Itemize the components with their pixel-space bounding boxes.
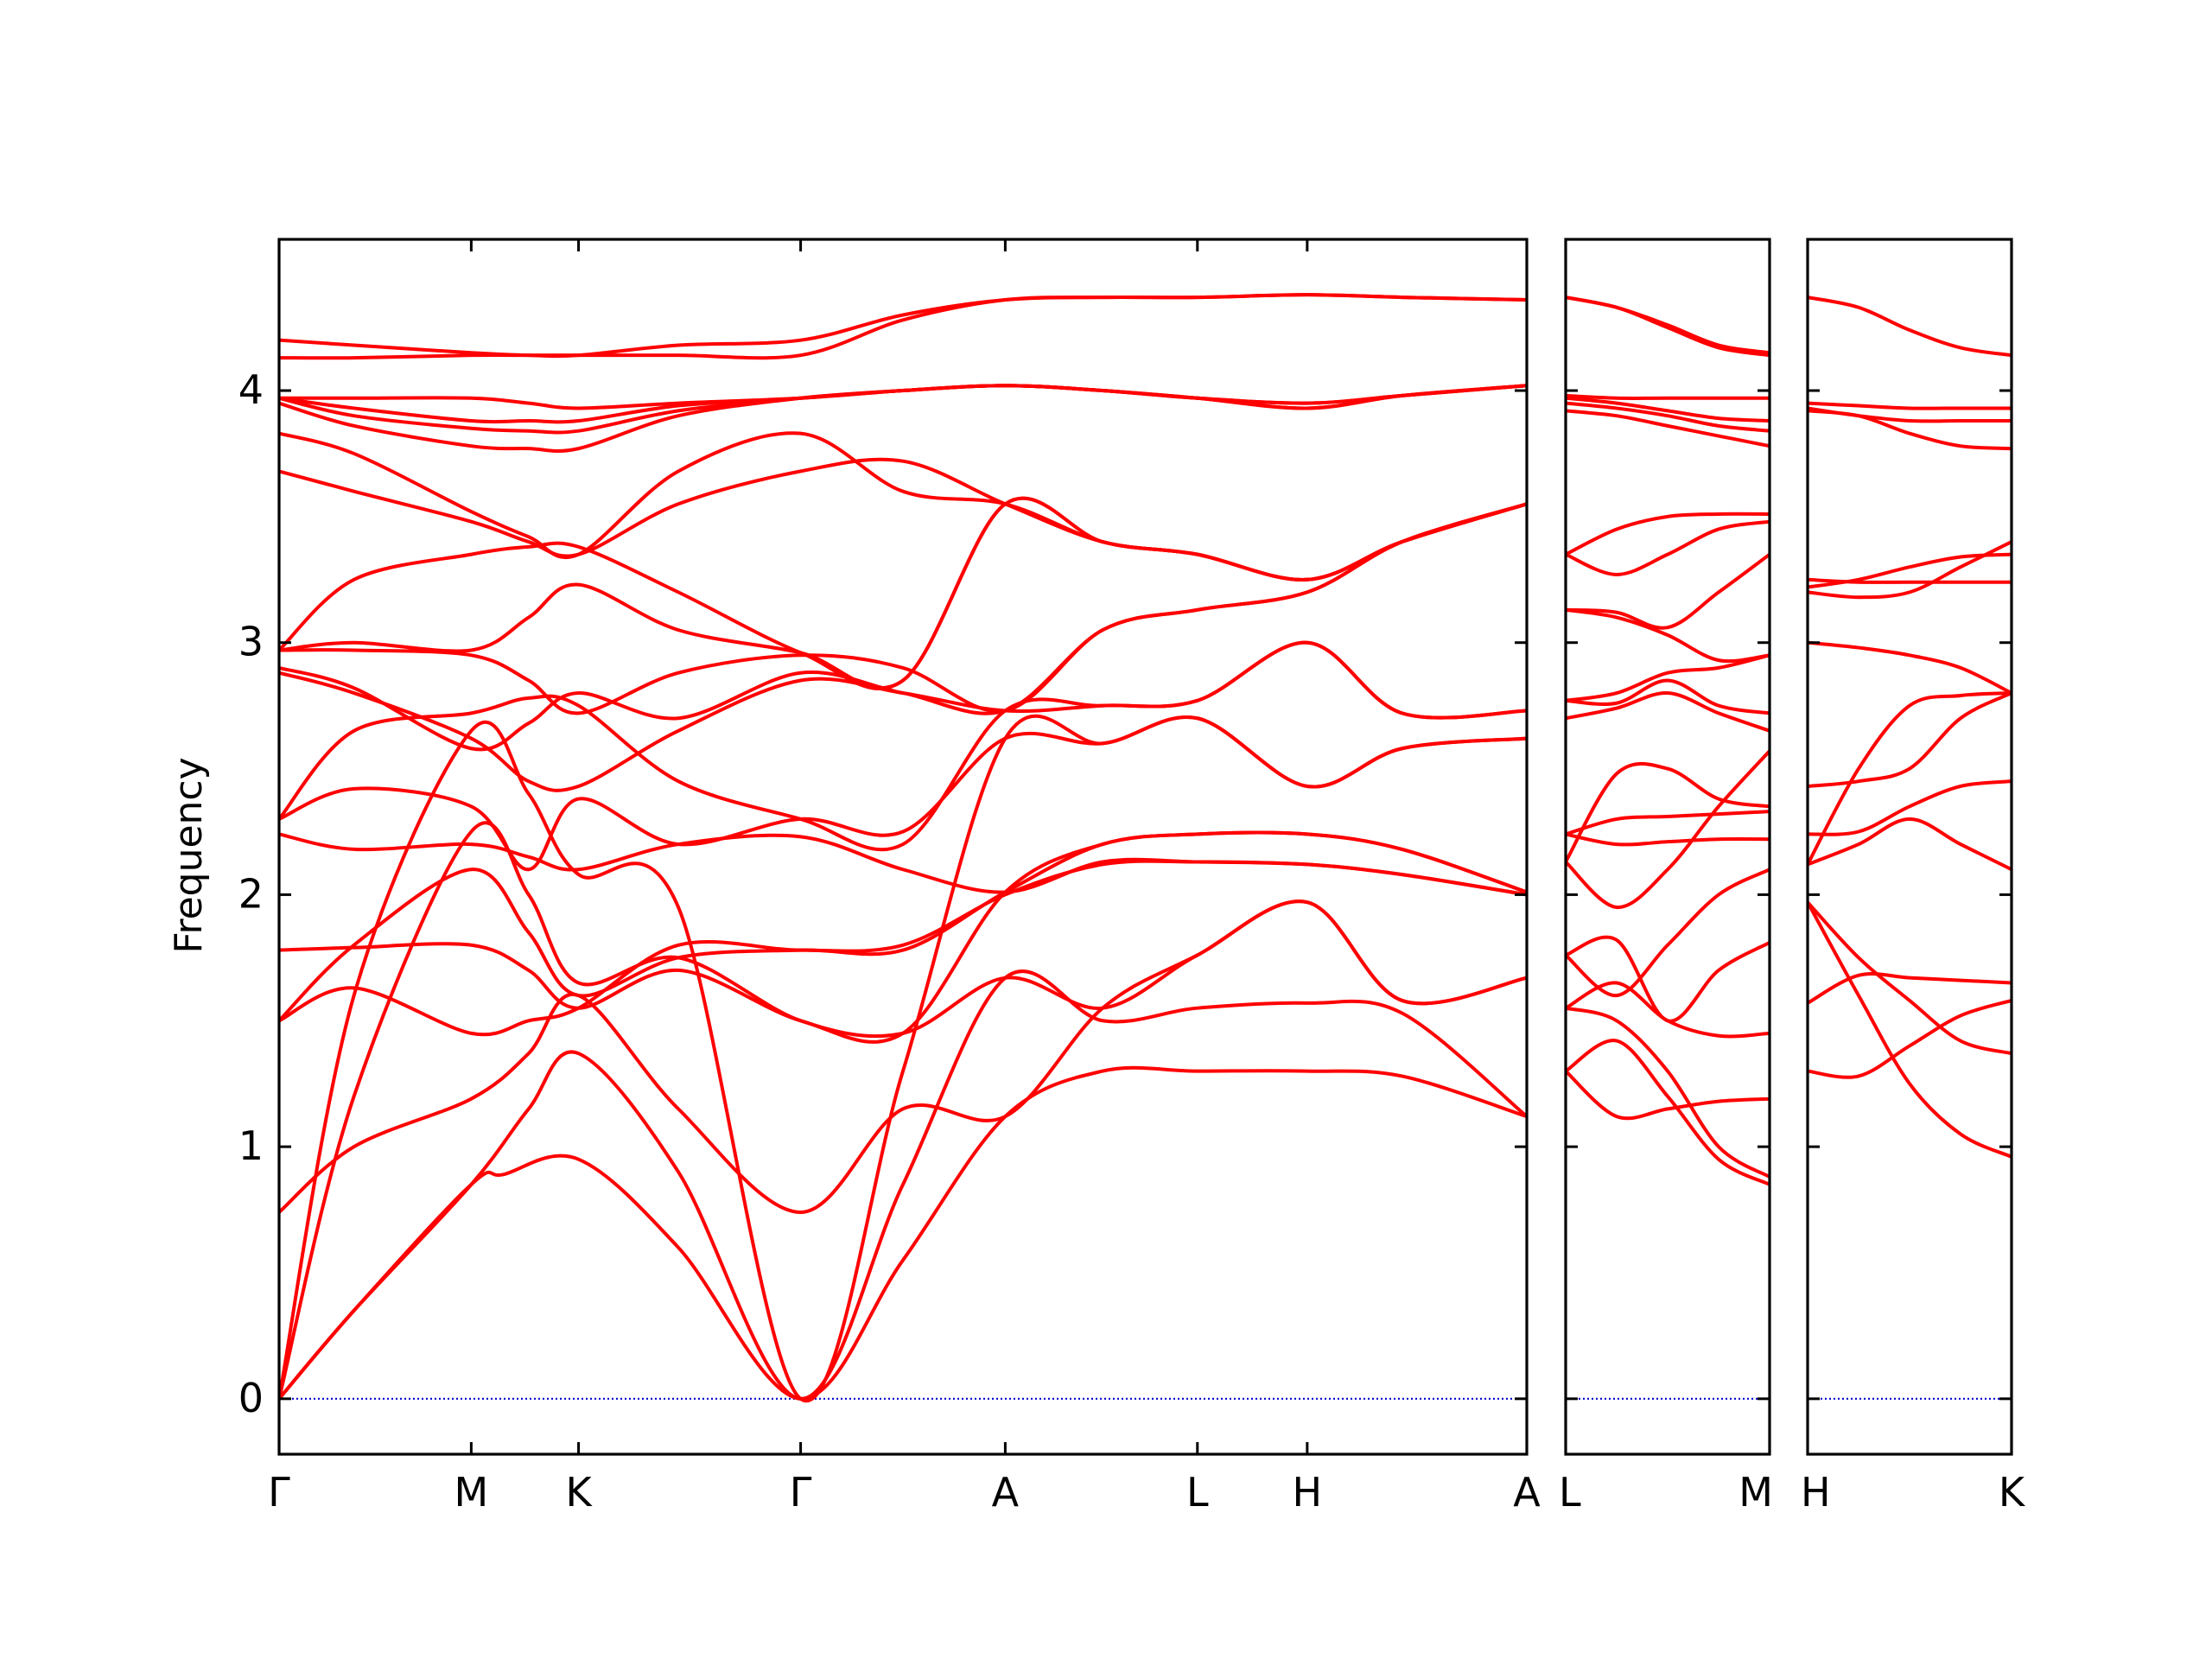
x-tick-label-Γ: Γ (790, 1469, 812, 1516)
band-line-24 (279, 293, 1527, 359)
band-line-20 (1566, 396, 1770, 423)
band-line-7 (1566, 749, 1770, 910)
x-tick-label-M: M (1738, 1469, 1773, 1516)
band-line-2 (1808, 900, 2012, 1159)
y-tick-label: 4 (238, 366, 264, 413)
x-tick-label-L: L (1559, 1469, 1581, 1516)
band-line-10 (279, 715, 1527, 872)
band-line-3 (1808, 972, 2012, 1005)
band-line-7 (1808, 691, 2012, 788)
y-tick-label: 0 (238, 1375, 264, 1421)
band-line-4 (1808, 900, 2012, 1056)
x-tick-label-L: L (1186, 1469, 1209, 1516)
band-line-9 (1808, 640, 2012, 696)
x-tick-label-K: K (565, 1469, 593, 1516)
y-axis-label: Frequency (167, 757, 211, 953)
band-line-21 (1566, 393, 1770, 400)
band-line-14 (279, 502, 1527, 715)
band-line-6 (1566, 868, 1770, 998)
x-tick-label-Γ: Γ (268, 1469, 290, 1516)
band-line-5 (1808, 817, 2012, 872)
panel-1: 0 1 2 3 4 Γ M K Γ A L H A (238, 238, 1541, 1516)
band-line-17 (1566, 512, 1770, 556)
band-line-3 (1566, 1006, 1770, 1179)
band-line-9 (279, 832, 1527, 897)
panel-frame (1806, 238, 2013, 1456)
bands-group (279, 293, 1527, 1403)
band-line-11 (1566, 691, 1770, 733)
band-line-1 (1566, 1069, 1770, 1121)
band-line-14 (1566, 607, 1770, 664)
band-line-12 (1808, 577, 2012, 584)
x-tick-label-K: K (1999, 1469, 2026, 1516)
band-line-12 (1566, 678, 1770, 715)
band-line-19 (1566, 401, 1770, 433)
band-line-22 (279, 384, 1527, 410)
band-line-14 (1808, 406, 2012, 423)
x-tick-label-A: A (992, 1469, 1020, 1516)
band-line-2 (279, 969, 1527, 1401)
band-line-16 (1566, 519, 1770, 576)
band-line-10 (1566, 761, 1770, 864)
band-line-23 (1566, 296, 1770, 355)
panel-frame (277, 238, 1529, 1456)
band-line-6 (1808, 779, 2012, 836)
x-tick-label-H: H (1801, 1469, 1831, 1516)
bands-group (1566, 296, 1770, 1186)
y-tick-label: 2 (238, 870, 264, 917)
y-tick-label: 3 (238, 619, 264, 665)
band-line-15 (1808, 401, 2012, 410)
band-line-5 (1566, 935, 1770, 1023)
band-line-8 (279, 830, 1527, 1023)
x-tick-label-A: A (1513, 1469, 1541, 1516)
band-line-15 (1566, 552, 1770, 630)
band-line-9 (1566, 810, 1770, 836)
panel-frame (1564, 238, 1771, 1456)
band-line-16 (1808, 296, 2012, 358)
band-line-13 (1566, 653, 1770, 702)
band-line-18 (1566, 409, 1770, 448)
band-line-18 (279, 431, 1527, 582)
x-tick-label-H: H (1293, 1469, 1323, 1516)
band-line-10 (1808, 540, 2012, 600)
band-line-1 (1808, 998, 2012, 1079)
band-line-2 (1566, 1039, 1770, 1186)
x-tick-label-M: M (454, 1469, 489, 1516)
band-line-8 (1808, 691, 2012, 867)
band-line-8 (1566, 832, 1770, 847)
bands-group (1808, 296, 2012, 1159)
y-tick-label: 1 (238, 1122, 264, 1169)
